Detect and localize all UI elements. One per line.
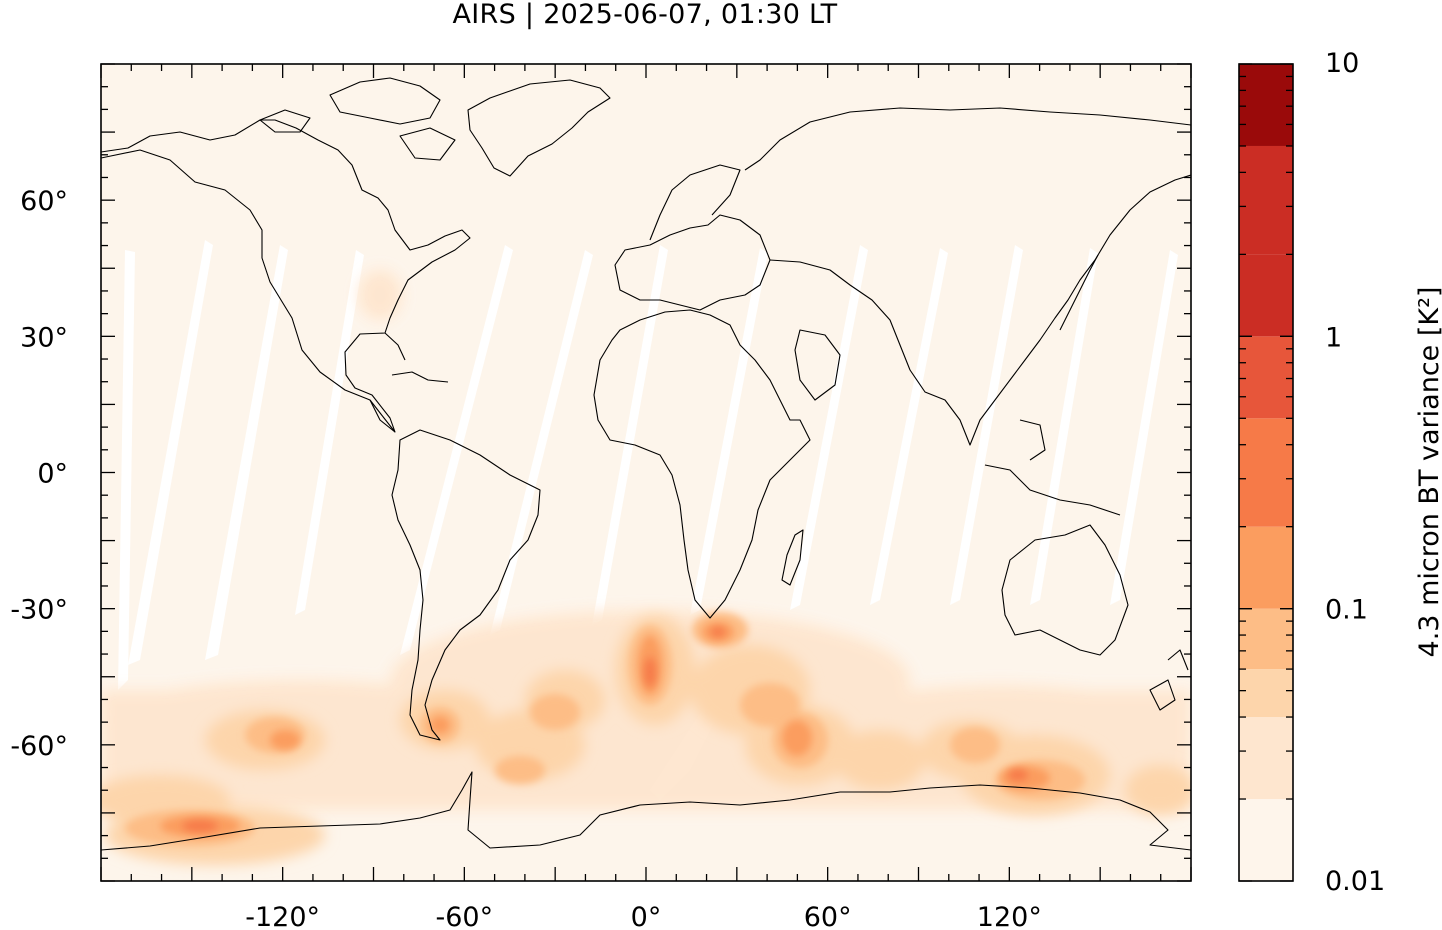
colorbar-frame <box>1238 63 1294 882</box>
colorbar-band <box>1239 717 1293 800</box>
coastlines <box>101 77 1191 851</box>
colorbar-band <box>1239 799 1293 881</box>
x-tick-label: 0° <box>631 902 662 930</box>
colorbar-tick-labels: 10 1 0.1 0.01 <box>1325 48 1385 897</box>
colorbar-band <box>1239 526 1293 609</box>
x-tick-label: 120° <box>977 902 1042 930</box>
colorbar-ticks <box>1239 63 1293 882</box>
x-axis-labels: -120° -60° 0° 60° 120° <box>245 902 1042 930</box>
colorbar-band <box>1239 608 1293 670</box>
colorbar-band <box>1239 336 1293 419</box>
y-tick-label: -60° <box>10 731 68 762</box>
colorbar: 10 1 0.1 0.01 4.3 micron BT variance [K²] <box>1238 48 1442 897</box>
colorbar-tick-label: 0.1 <box>1325 595 1368 626</box>
colorbar-tick-label: 0.01 <box>1325 866 1385 897</box>
y-tick-label: 30° <box>20 322 68 353</box>
x-tick-label: -60° <box>436 902 494 930</box>
y-tick-label: -30° <box>10 595 68 626</box>
variance-field <box>101 77 1191 865</box>
y-axis-labels: 60° 30° 0° -30° -60° <box>10 186 68 762</box>
colorbar-tick-label: 1 <box>1325 322 1342 353</box>
colorbar-tick-label: 10 <box>1325 48 1359 79</box>
colorbar-band <box>1239 64 1293 146</box>
colorbar-band <box>1239 254 1293 337</box>
map-title: AIRS | 2025-06-07, 01:30 LT <box>452 0 838 30</box>
y-tick-label: 60° <box>20 186 68 217</box>
swath-gaps <box>118 240 1178 800</box>
x-tick-label: 60° <box>804 902 852 930</box>
colorbar-label: 4.3 micron BT variance [K²] <box>1414 287 1442 658</box>
colorbar-band <box>1239 418 1293 527</box>
map-plot-area: -120° -60° 0° 60° 120° 60° 30° 0° -30° -60° <box>10 63 1192 930</box>
variance-peak <box>182 627 1028 832</box>
colorbar-bands <box>1239 64 1293 881</box>
colorbar-band <box>1239 145 1293 255</box>
x-tick-label: -120° <box>245 902 320 930</box>
y-tick-label: 0° <box>37 459 68 490</box>
map-ticks <box>100 63 1192 882</box>
colorbar-band <box>1239 669 1293 718</box>
